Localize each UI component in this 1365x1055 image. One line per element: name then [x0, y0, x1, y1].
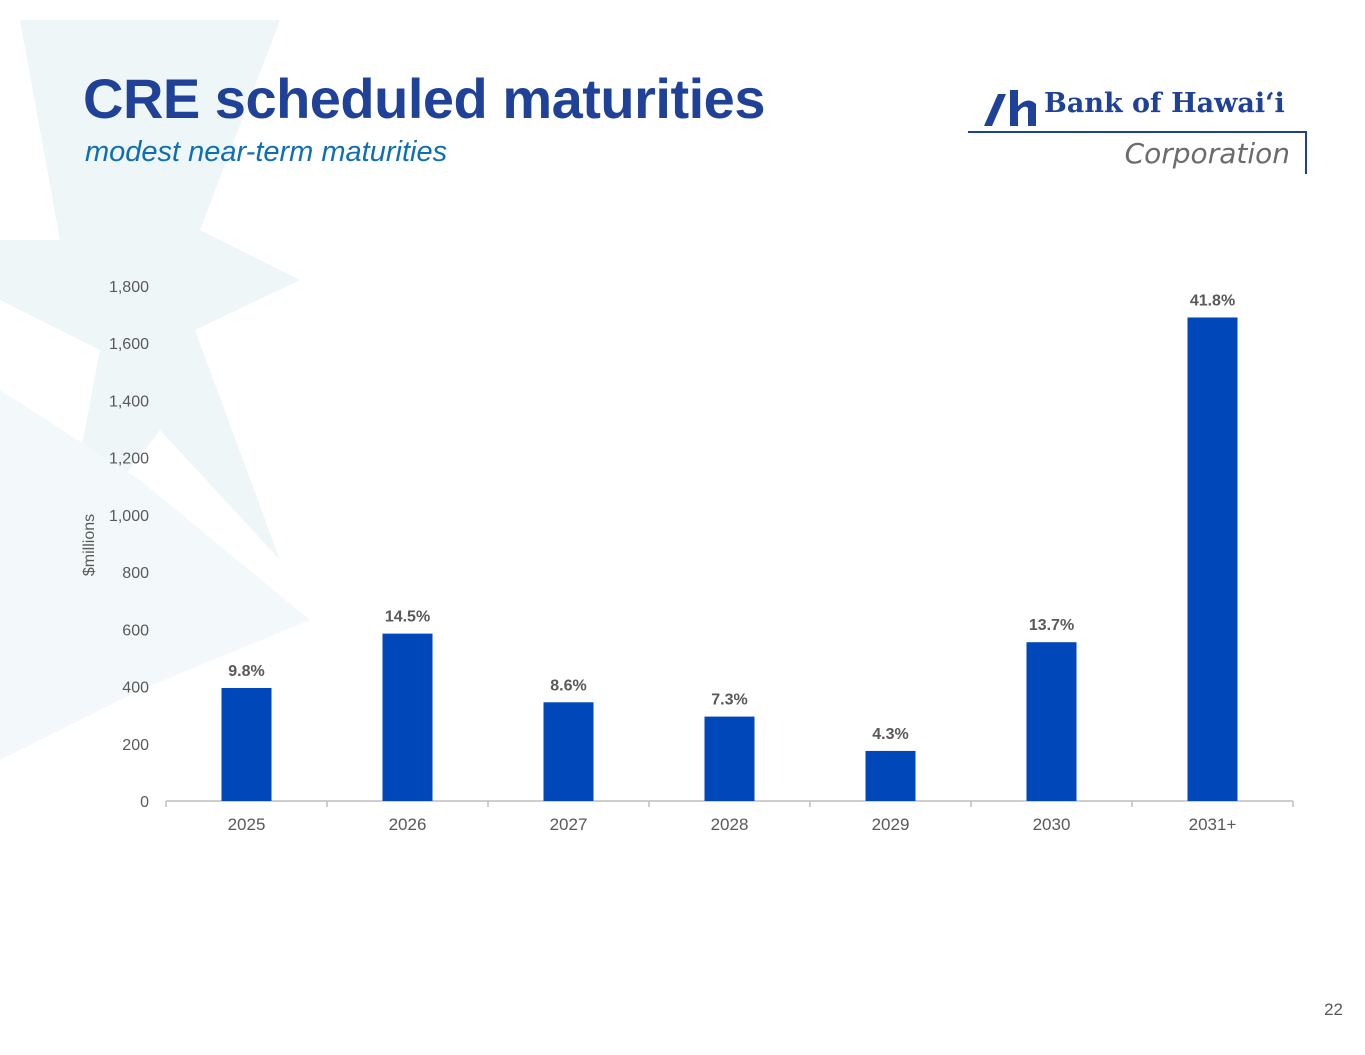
y-tick-label: 1,800 — [109, 279, 149, 296]
page-title: CRE scheduled maturities — [83, 67, 765, 130]
bar-2027 — [543, 702, 594, 801]
y-tick-label: 1,000 — [109, 508, 149, 525]
bank-logo-mark-icon — [984, 90, 1036, 126]
bar-2028 — [704, 716, 755, 801]
bar-2025 — [221, 687, 272, 801]
bank-logo: Bank of Hawaiʻi Corporation — [968, 80, 1308, 180]
y-tick-label: 400 — [122, 680, 149, 697]
bar-data-label: 4.3% — [872, 726, 908, 743]
bar-2030 — [1026, 642, 1077, 801]
y-tick-label: 0 — [140, 794, 149, 811]
bar-data-label: 13.7% — [1029, 617, 1074, 634]
bar-data-label: 41.8% — [1190, 292, 1235, 309]
x-tick-label: 2029 — [872, 815, 910, 834]
y-tick-label: 1,400 — [109, 393, 149, 410]
y-axis-title: $millions — [81, 514, 98, 576]
background-star-graphic — [0, 20, 310, 760]
x-tick-label: 2030 — [1033, 815, 1071, 834]
x-tick-label: 2026 — [389, 815, 427, 834]
x-tick-label: 2028 — [711, 815, 749, 834]
bar-data-label: 8.6% — [550, 677, 586, 694]
bar-2031+ — [1187, 317, 1238, 801]
y-tick-label: 800 — [122, 565, 149, 582]
page-subtitle: modest near-term maturities — [85, 136, 448, 168]
bar-data-label: 14.5% — [385, 609, 430, 626]
logo-vertical-rule — [1305, 131, 1307, 174]
y-tick-label: 1,600 — [109, 336, 149, 353]
bar-2029 — [865, 750, 916, 801]
bar-data-label: 9.8% — [228, 663, 264, 680]
bar-data-label: 7.3% — [711, 692, 747, 709]
x-tick-label: 2027 — [550, 815, 588, 834]
page-number: 22 — [1324, 1000, 1343, 1019]
x-tick-label: 2025 — [228, 815, 266, 834]
bank-logo-name: Bank of Hawaiʻi — [1044, 88, 1285, 119]
y-tick-label: 200 — [122, 737, 149, 754]
bar-2026 — [382, 633, 433, 801]
x-tick-label: 2031+ — [1189, 815, 1237, 834]
y-tick-label: 600 — [122, 622, 149, 639]
bank-logo-corporation: Corporation — [1124, 137, 1290, 170]
logo-rule — [968, 131, 1306, 133]
y-tick-label: 1,200 — [109, 451, 149, 468]
